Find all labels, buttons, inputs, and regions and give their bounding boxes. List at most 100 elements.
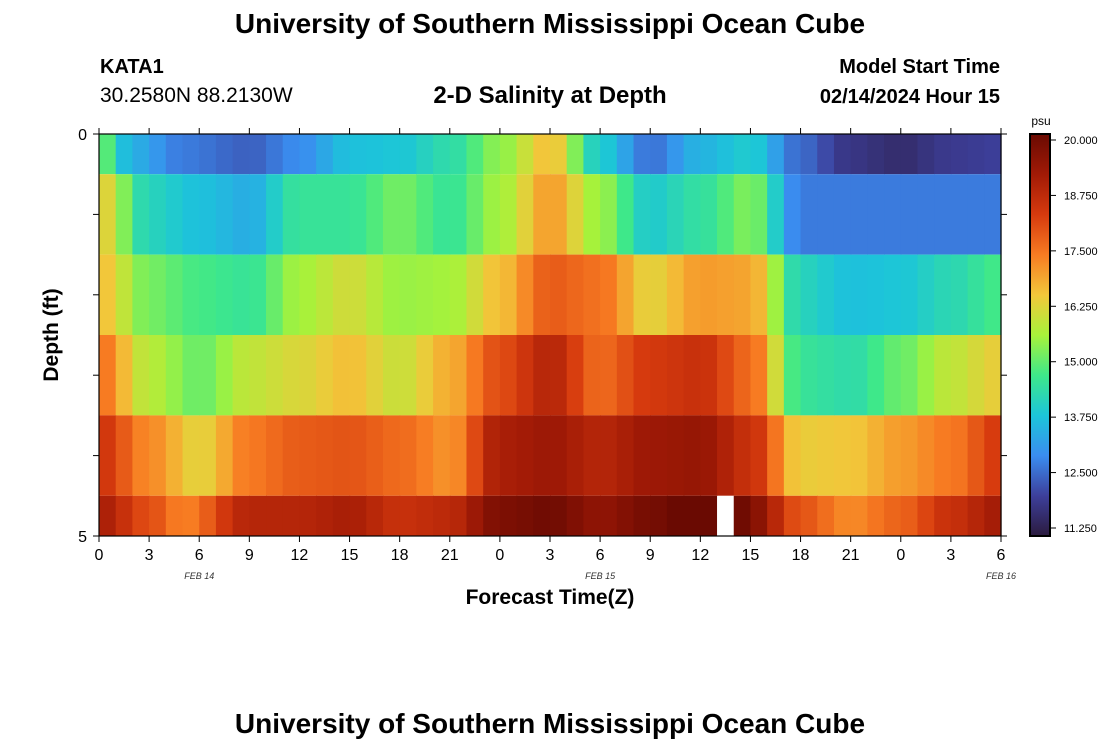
heatmap-cell <box>817 134 835 175</box>
heatmap-cell <box>850 254 868 335</box>
heatmap-cell <box>466 415 484 496</box>
heatmap-cell <box>516 415 534 496</box>
heatmap-cell <box>282 415 301 496</box>
heatmap-cell <box>984 335 1002 416</box>
heatmap-cell <box>366 134 384 175</box>
heatmap-cell <box>199 335 217 416</box>
heatmap-cell <box>900 174 919 255</box>
colorbar: psu 20.000 18.750 17.500 16.250 15.000 13.750… <box>1029 114 1098 537</box>
heatmap-cell <box>783 174 802 255</box>
heatmap-cell <box>132 254 150 335</box>
heatmap-cell <box>382 495 401 536</box>
heatmap-cell <box>516 134 534 175</box>
heatmap-cell <box>165 254 184 335</box>
x-tick-label: 9 <box>646 547 655 564</box>
heatmap-cell <box>282 174 301 255</box>
heatmap-cell <box>316 254 334 335</box>
heatmap-cell <box>349 254 367 335</box>
heatmap-cell <box>232 174 250 255</box>
x-tick-label: 0 <box>896 547 905 564</box>
heatmap-cell <box>833 335 852 416</box>
heatmap-cell <box>132 495 150 536</box>
heatmap-cell <box>884 495 902 536</box>
heatmap-cell <box>967 415 985 496</box>
heatmap-cell <box>633 254 651 335</box>
heatmap-cell <box>950 495 969 536</box>
heatmap-cell <box>717 174 735 255</box>
heatmap-cell <box>366 254 384 335</box>
heatmap-cell <box>917 174 935 255</box>
heatmap-cell <box>833 495 852 536</box>
heatmap-cell <box>215 415 234 496</box>
heatmap-cell <box>633 174 651 255</box>
heatmap-cell <box>566 174 584 255</box>
heatmap-cell <box>433 495 451 536</box>
heatmap-cell <box>182 174 200 255</box>
heatmap-cell <box>316 495 334 536</box>
heatmap-cell <box>332 254 351 335</box>
x-tick-label: 0 <box>95 547 104 564</box>
heatmap-cell <box>282 335 301 416</box>
y-tick-label: 5 <box>78 529 87 546</box>
heatmap-cell <box>600 415 618 496</box>
model-start-value: 02/14/2024 Hour 15 <box>819 86 1000 108</box>
heatmap-cell <box>182 335 200 416</box>
heatmap-cell <box>550 254 568 335</box>
heatmap-cell <box>616 495 635 536</box>
heatmap-cell <box>833 174 852 255</box>
heatmap-cell <box>99 495 117 536</box>
heatmap-cell <box>165 415 184 496</box>
colorbar-tick-label: 20.000 <box>1064 135 1098 147</box>
heatmap-cell <box>950 415 969 496</box>
heatmap-cell <box>700 495 718 536</box>
heatmap-cell <box>967 174 985 255</box>
heatmap-cell <box>266 415 284 496</box>
heatmap-cell <box>449 335 468 416</box>
x-tick-label: 6 <box>195 547 204 564</box>
heatmap-cell <box>600 174 618 255</box>
heatmap-cell <box>867 254 885 335</box>
heatmap-cell <box>683 254 701 335</box>
heatmap-cell <box>900 495 919 536</box>
heatmap-cell <box>733 495 752 536</box>
heatmap-cell <box>616 415 635 496</box>
heatmap-cell <box>566 415 584 496</box>
x-tick-label: 21 <box>441 547 459 564</box>
heatmap-cell <box>900 335 919 416</box>
heatmap-cell <box>499 174 518 255</box>
heatmap-cell <box>850 415 868 496</box>
heatmap-cell <box>449 134 468 175</box>
heatmap-cell <box>616 134 635 175</box>
heatmap-cell <box>750 134 768 175</box>
heatmap-cell <box>750 335 768 416</box>
heatmap-cell <box>967 495 985 536</box>
heatmap-cell <box>650 254 668 335</box>
heatmap-cell <box>850 335 868 416</box>
heatmap-cell <box>733 174 752 255</box>
heatmap-cell <box>516 495 534 536</box>
heatmap-cell <box>399 495 417 536</box>
heatmap-cells <box>99 134 1002 536</box>
heatmap-cell <box>683 415 701 496</box>
heatmap-cell <box>433 335 451 416</box>
heatmap-cell <box>332 174 351 255</box>
heatmap-cell <box>733 134 752 175</box>
heatmap-cell <box>215 495 234 536</box>
heatmap-cell <box>349 134 367 175</box>
x-tick-label: 21 <box>842 547 860 564</box>
heatmap-cell <box>666 174 685 255</box>
heatmap-cell <box>316 335 334 416</box>
heatmap-cell <box>299 335 317 416</box>
heatmap-cell <box>934 415 952 496</box>
heatmap-cell <box>449 174 468 255</box>
heatmap-cell <box>733 254 752 335</box>
heatmap-cell <box>934 495 952 536</box>
heatmap-cell <box>99 254 117 335</box>
heatmap-cell <box>266 134 284 175</box>
heatmap-cell <box>299 174 317 255</box>
x-axis-label: Forecast Time(Z) <box>466 586 635 609</box>
heatmap-cell <box>633 415 651 496</box>
heatmap-cell <box>499 495 518 536</box>
heatmap-cell <box>767 134 785 175</box>
heatmap-cell <box>215 335 234 416</box>
